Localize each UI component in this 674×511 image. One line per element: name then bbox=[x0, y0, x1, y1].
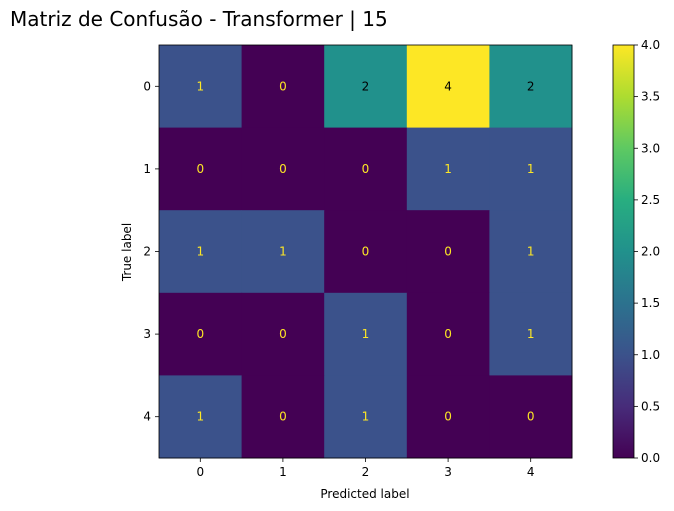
heatmap-cell-r1-c4 bbox=[489, 127, 573, 211]
heatmap-cell-r0-c4 bbox=[489, 45, 573, 129]
heatmap-cell-r1-c1 bbox=[241, 127, 325, 211]
cell-value-r2-c3: 0 bbox=[444, 245, 452, 259]
colorbar-tick-label-6: 3.0 bbox=[641, 141, 660, 155]
cell-value-r4-c4: 0 bbox=[527, 410, 535, 424]
heatmap-cell-r2-c3 bbox=[406, 210, 490, 294]
colorbar bbox=[612, 44, 635, 459]
cell-value-r0-c2: 2 bbox=[362, 79, 370, 93]
cell-value-r3-c3: 0 bbox=[444, 327, 452, 341]
heatmap-cell-r0-c2 bbox=[324, 45, 408, 129]
cell-value-r4-c3: 0 bbox=[444, 410, 452, 424]
cell-value-r4-c1: 0 bbox=[279, 410, 287, 424]
cell-value-r3-c1: 0 bbox=[279, 327, 287, 341]
y-tick-label-1: 1 bbox=[143, 162, 151, 176]
cell-value-r2-c2: 0 bbox=[362, 245, 370, 259]
colorbar-tick-label-4: 2.0 bbox=[641, 245, 660, 259]
x-tick-label-3: 3 bbox=[444, 465, 452, 479]
colorbar-ticks: 0.0 0.5 1.0 1.5 2.0 2.5 3.0 3.5 4.0 bbox=[634, 38, 660, 465]
cell-value-r1-c2: 0 bbox=[362, 162, 370, 176]
y-axis-label: True label bbox=[120, 223, 134, 282]
colorbar-tick-label-5: 2.5 bbox=[641, 193, 660, 207]
colorbar-tick-label-7: 3.5 bbox=[641, 90, 660, 104]
x-tick-label-2: 2 bbox=[362, 465, 370, 479]
cell-value-r1-c1: 0 bbox=[279, 162, 287, 176]
cell-value-r2-c0: 1 bbox=[196, 245, 204, 259]
cell-value-r2-c4: 1 bbox=[527, 245, 535, 259]
x-axis-ticks: 0 1 2 3 4 bbox=[196, 458, 535, 479]
heatmap-cell-r4-c1 bbox=[241, 375, 325, 459]
heatmap-cell-r2-c4 bbox=[489, 210, 573, 294]
cell-value-r4-c0: 1 bbox=[196, 410, 204, 424]
cell-value-r2-c1: 1 bbox=[279, 245, 287, 259]
heatmap-cell-r1-c0 bbox=[159, 127, 243, 211]
heatmap-cell-r4-c4 bbox=[489, 375, 573, 459]
x-tick-label-4: 4 bbox=[527, 465, 535, 479]
heatmap-cell-r3-c4 bbox=[489, 292, 573, 376]
heatmap-cell-r4-c0 bbox=[159, 375, 243, 459]
heatmap-cell-r0-c3 bbox=[406, 45, 490, 129]
heatmap-cell-r2-c2 bbox=[324, 210, 408, 294]
cell-value-r4-c2: 1 bbox=[362, 410, 370, 424]
y-tick-label-0: 0 bbox=[143, 79, 151, 93]
heatmap-cell-r2-c1 bbox=[241, 210, 325, 294]
heatmap-cell-r4-c3 bbox=[406, 375, 490, 459]
cell-value-r3-c4: 1 bbox=[527, 327, 535, 341]
heatmap-cell-r4-c2 bbox=[324, 375, 408, 459]
heatmap-cell-r3-c1 bbox=[241, 292, 325, 376]
heatmap-cell-r1-c3 bbox=[406, 127, 490, 211]
x-axis-label: Predicted label bbox=[320, 487, 409, 501]
colorbar-tick-label-3: 1.5 bbox=[641, 296, 660, 310]
y-axis-ticks: 0 1 2 3 4 bbox=[143, 79, 159, 424]
heatmap-cells bbox=[159, 45, 573, 459]
cell-value-r0-c0: 1 bbox=[196, 79, 204, 93]
chart-title: Matriz de Confusão - Transformer | 15 bbox=[10, 7, 388, 31]
heatmap-cell-r0-c0 bbox=[159, 45, 243, 129]
heatmap-cell-r3-c3 bbox=[406, 292, 490, 376]
colorbar-tick-label-0: 0.0 bbox=[641, 451, 660, 465]
y-tick-label-2: 2 bbox=[143, 245, 151, 259]
y-tick-label-3: 3 bbox=[143, 327, 151, 341]
heatmap-cell-r0-c1 bbox=[241, 45, 325, 129]
heatmap-cell-labels: 1 0 2 4 2 0 0 0 1 1 1 1 0 0 1 0 0 1 0 1 1 0 1 0 0 bbox=[196, 79, 534, 423]
cell-value-r0-c1: 0 bbox=[279, 79, 287, 93]
x-tick-label-1: 1 bbox=[279, 465, 287, 479]
cell-value-r0-c3: 4 bbox=[444, 79, 452, 93]
cell-value-r1-c3: 1 bbox=[444, 162, 452, 176]
colorbar-tick-label-8: 4.0 bbox=[641, 38, 660, 52]
colorbar-tick-label-1: 0.5 bbox=[641, 399, 660, 413]
colorbar-tick-label-2: 1.0 bbox=[641, 348, 660, 362]
y-tick-label-4: 4 bbox=[143, 410, 151, 424]
cell-value-r1-c0: 0 bbox=[196, 162, 204, 176]
heatmap-cell-r1-c2 bbox=[324, 127, 408, 211]
heatmap-cell-r3-c2 bbox=[324, 292, 408, 376]
heatmap-cell-r2-c0 bbox=[159, 210, 243, 294]
heatmap-cell-r3-c0 bbox=[159, 292, 243, 376]
x-tick-label-0: 0 bbox=[196, 465, 204, 479]
cell-value-r0-c4: 2 bbox=[527, 79, 535, 93]
cell-value-r3-c2: 1 bbox=[362, 327, 370, 341]
cell-value-r1-c4: 1 bbox=[527, 162, 535, 176]
cell-value-r3-c0: 0 bbox=[196, 327, 204, 341]
